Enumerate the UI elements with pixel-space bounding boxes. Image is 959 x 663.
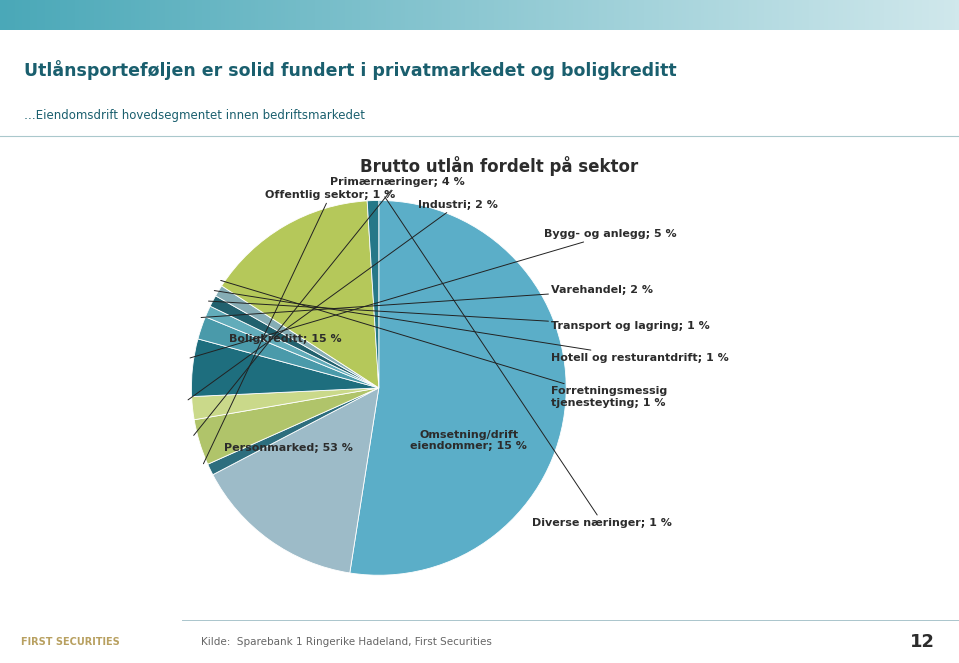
Text: Bygg- og anlegg; 5 %: Bygg- og anlegg; 5 % [190, 229, 676, 358]
Text: Utlånsporteføljen er solid fundert i privatmarkedet og boligkreditt: Utlånsporteføljen er solid fundert i pri… [24, 60, 677, 80]
Text: Transport og lagring; 1 %: Transport og lagring; 1 % [208, 301, 710, 331]
Wedge shape [198, 317, 379, 388]
Wedge shape [194, 388, 379, 464]
Wedge shape [216, 286, 379, 388]
Wedge shape [192, 388, 379, 420]
Text: Personmarked; 53 %: Personmarked; 53 % [224, 443, 353, 453]
Text: FIRST SECURITIES: FIRST SECURITIES [21, 637, 120, 647]
Wedge shape [350, 200, 566, 575]
Text: Diverse næringer; 1 %: Diverse næringer; 1 % [385, 197, 672, 528]
Text: Offentlig sektor; 1 %: Offentlig sektor; 1 % [203, 190, 395, 463]
Text: Forretningsmessig
tjenesteyting; 1 %: Forretningsmessig tjenesteyting; 1 % [221, 280, 667, 408]
Wedge shape [210, 296, 379, 388]
Text: Industri; 2 %: Industri; 2 % [188, 200, 498, 400]
Text: Varehandel; 2 %: Varehandel; 2 % [201, 286, 653, 318]
Text: …Eiendomsdrift hovedsegmentet innen bedriftsmarkedet: …Eiendomsdrift hovedsegmentet innen bedr… [24, 109, 365, 121]
Text: Boligkreditt; 15 %: Boligkreditt; 15 % [229, 334, 341, 344]
Text: Hotell og resturantdrift; 1 %: Hotell og resturantdrift; 1 % [214, 290, 729, 363]
Wedge shape [208, 388, 379, 475]
Wedge shape [213, 388, 379, 573]
Text: Kilde:  Sparebank 1 Ringerike Hadeland, First Securities: Kilde: Sparebank 1 Ringerike Hadeland, F… [201, 637, 492, 647]
Text: 12: 12 [910, 633, 935, 651]
Wedge shape [205, 306, 379, 388]
Text: Brutto utlån fordelt på sektor: Brutto utlån fordelt på sektor [360, 156, 638, 176]
Wedge shape [367, 200, 379, 388]
Wedge shape [222, 201, 379, 388]
Text: Primærnæringer; 4 %: Primærnæringer; 4 % [194, 178, 465, 436]
Text: Omsetning/drift
eiendommer; 15 %: Omsetning/drift eiendommer; 15 % [410, 430, 527, 451]
Wedge shape [192, 339, 379, 396]
